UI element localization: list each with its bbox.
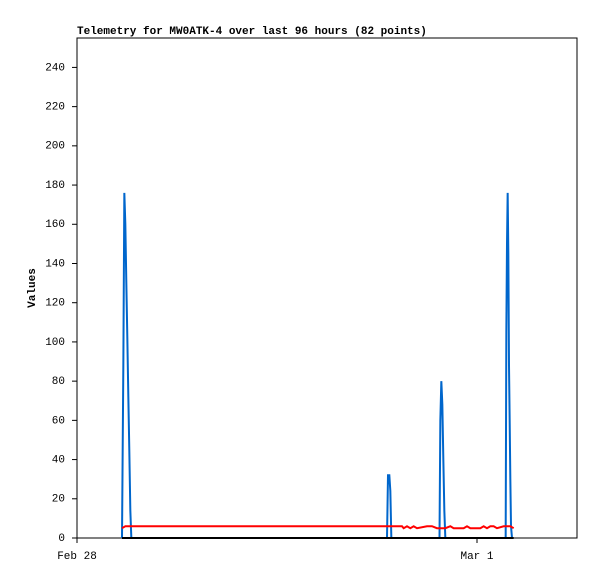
y-tick-label: 220: [45, 102, 65, 114]
y-tick-label: 120: [45, 298, 65, 310]
chart-title: Telemetry for MW0ATK-4 over last 96 hour…: [77, 26, 427, 38]
x-tick-label: Mar 1: [460, 551, 493, 563]
y-tick-label: 100: [45, 337, 65, 349]
y-tick-label: 180: [45, 180, 65, 192]
y-tick-label: 140: [45, 258, 65, 270]
y-tick-label: 80: [52, 376, 65, 388]
y-tick-label: 200: [45, 141, 65, 153]
y-tick-label: 20: [52, 494, 65, 506]
y-tick-label: 240: [45, 62, 65, 74]
series-line: [121, 192, 513, 539]
series-line: [121, 525, 515, 530]
y-tick-label: 60: [52, 415, 65, 427]
x-tick-label: Feb 28: [57, 551, 97, 563]
y-tick-label: 160: [45, 219, 65, 231]
y-axis-label: Values: [27, 268, 39, 308]
y-tick-label: 40: [52, 454, 65, 466]
y-tick-label: 0: [58, 533, 65, 545]
